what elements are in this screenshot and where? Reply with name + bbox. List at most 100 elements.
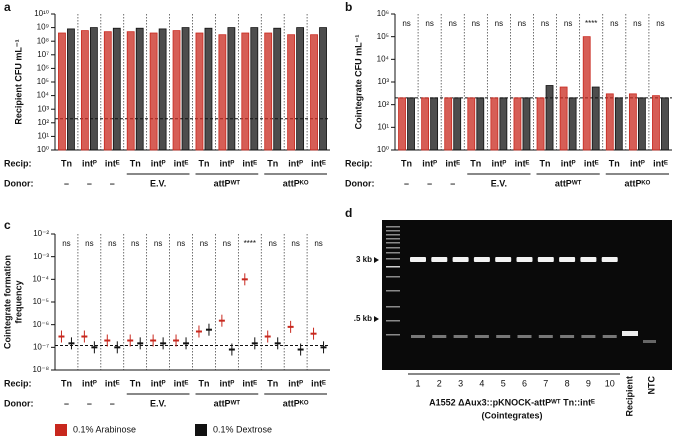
significance: ns <box>62 239 70 248</box>
gel-band-faint <box>560 335 575 338</box>
bar <box>241 32 250 151</box>
y-tick-label: 10⁸ <box>37 36 49 45</box>
recip-label: Tn <box>267 378 278 388</box>
recip-label: Tn <box>609 158 620 168</box>
recip-label: intᴾ <box>422 158 437 168</box>
gel-band-faint <box>643 340 656 343</box>
row-label: Donor: <box>4 398 34 408</box>
bar <box>499 97 508 151</box>
recip-label: intᴾ <box>151 378 166 388</box>
y-tick-label: 10⁰ <box>37 145 49 154</box>
y-tick-label: 10⁴ <box>37 91 50 100</box>
y-tick-label: 10⁻³ <box>33 252 49 261</box>
ladder-band <box>386 226 400 228</box>
bar <box>536 97 545 151</box>
recip-label: intᴱ <box>311 378 326 388</box>
recip-label: intᴾ <box>491 158 506 168</box>
y-tick-label: 10⁵ <box>377 32 389 41</box>
gel-band-faint <box>453 335 468 338</box>
significance: ns <box>291 239 299 248</box>
ladder-band <box>386 230 400 232</box>
gel-caption: (Cointegrates) <box>481 410 542 420</box>
panel-letter: b <box>345 0 352 14</box>
y-tick-label: 10⁴ <box>377 54 390 63</box>
significance: ns <box>154 239 162 248</box>
y-tick-label: 10⁵ <box>37 77 49 86</box>
row-label: Recip: <box>345 158 373 168</box>
ladder-band <box>386 238 400 240</box>
recip-label: intᴱ <box>242 158 257 168</box>
recip-label: Tn <box>470 158 481 168</box>
bar <box>67 28 75 151</box>
ladder-band <box>386 258 400 260</box>
bar <box>264 32 273 151</box>
bar <box>444 97 453 151</box>
recip-label: intᴾ <box>219 158 234 168</box>
gel-band <box>431 257 448 262</box>
recip-label: Tn <box>130 158 141 168</box>
bar <box>310 34 318 151</box>
significance: **** <box>244 239 256 248</box>
legend-label: 0.1% Dextrose <box>213 424 272 434</box>
bar <box>467 97 476 151</box>
y-tick-label: 10⁻⁶ <box>33 320 49 329</box>
recip-label: Tn <box>198 378 209 388</box>
gel-band <box>452 257 469 262</box>
marker-arrow <box>374 316 379 322</box>
bar <box>490 97 499 151</box>
significance: ns <box>610 19 618 28</box>
lane-label: 10 <box>605 378 615 388</box>
y-tick-label: 10¹⁰ <box>34 9 49 18</box>
gel-band-faint <box>602 335 617 338</box>
bar <box>287 34 296 151</box>
gel-band-faint <box>538 335 553 338</box>
ladder-band <box>386 266 400 268</box>
lane-label: NTC <box>646 376 656 395</box>
significance: ns <box>633 19 641 28</box>
ladder-band <box>386 234 400 236</box>
y-axis-label: Cointegrate CFU mL⁻¹ <box>353 35 363 130</box>
ladder-band <box>386 242 400 244</box>
recip-label: intᴾ <box>561 158 576 168</box>
bar <box>407 97 415 151</box>
significance: ns <box>177 239 185 248</box>
donor-label: – <box>404 178 409 188</box>
panel-letter: a <box>4 0 11 14</box>
gel-band <box>559 257 576 262</box>
gel-band <box>580 257 597 262</box>
donor-label: attPᴷᴼ <box>283 178 309 188</box>
recip-label: intᴱ <box>174 378 189 388</box>
significance: ns <box>541 19 549 28</box>
significance: ns <box>448 19 456 28</box>
y-axis-label: Cointegrate formation <box>2 255 12 349</box>
recip-label: intᴾ <box>219 378 234 388</box>
gel-band-faint <box>581 335 596 338</box>
recip-label: intᴱ <box>515 158 530 168</box>
bar <box>430 97 439 151</box>
bar <box>80 30 89 151</box>
significance: ns <box>656 19 664 28</box>
marker-arrow <box>374 257 379 263</box>
size-marker: 3 kb <box>356 255 372 264</box>
lane-label: Recipient <box>624 376 634 417</box>
bar <box>250 27 259 151</box>
bar <box>582 36 591 151</box>
bar <box>158 28 167 151</box>
donor-label: attPᴷᴼ <box>283 398 309 408</box>
ladder-band <box>386 320 400 322</box>
y-tick-label: 10¹ <box>377 122 389 131</box>
bar <box>181 27 190 151</box>
row-label: Donor: <box>4 178 34 188</box>
recip-label: intᴱ <box>653 158 668 168</box>
panel-letter: c <box>4 218 11 232</box>
donor-label: – <box>87 178 92 188</box>
gel-band <box>622 331 638 336</box>
gel-band <box>537 257 554 262</box>
bar <box>227 27 236 151</box>
y-tick-label: 10⁻⁵ <box>33 297 49 306</box>
y-tick-label: 10² <box>37 118 49 127</box>
bar <box>513 97 522 151</box>
recip-label: intᴾ <box>288 378 303 388</box>
recip-label: intᴱ <box>105 158 120 168</box>
